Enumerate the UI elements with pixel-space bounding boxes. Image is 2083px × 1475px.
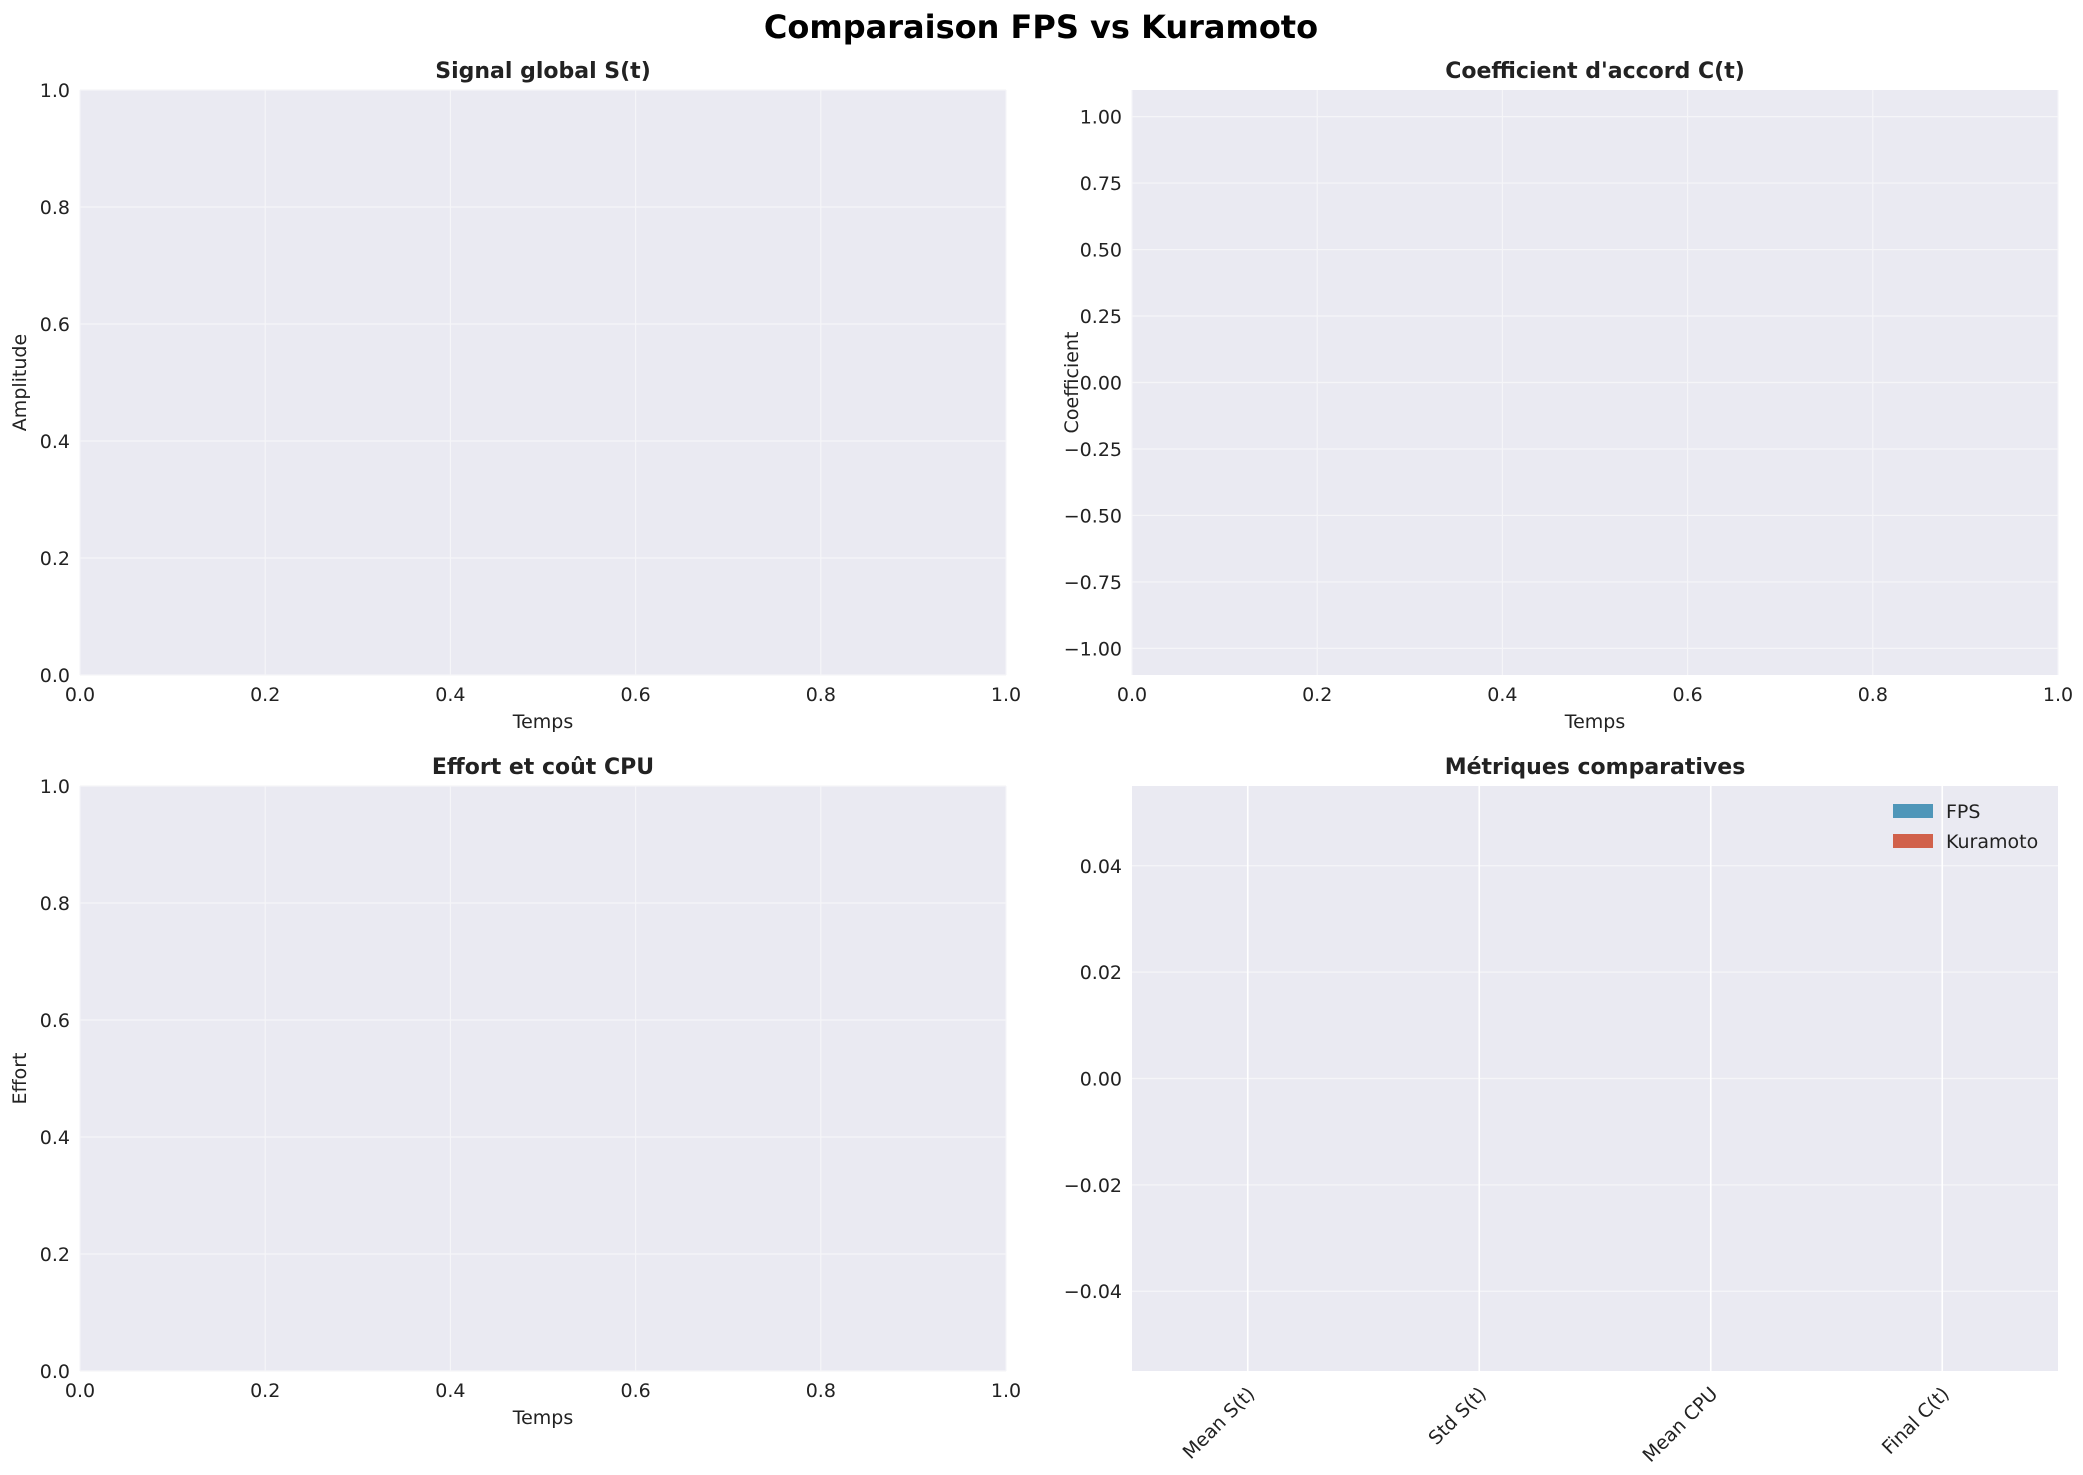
y-tick-label: 1.00 [1080,107,1122,129]
y-tick-label: 0.8 [40,197,70,219]
plot-area [80,90,1006,675]
y-tick-label: 0.0 [40,665,70,687]
y-tick-label: 0.25 [1080,306,1122,328]
y-tick-label: 0.6 [40,1010,70,1032]
y-tick-label: 0.02 [1080,962,1122,984]
y-tick-label: −1.00 [1064,638,1122,660]
x-axis-label: Temps [1564,711,1626,733]
y-tick-label: 0.2 [40,1244,70,1266]
legend-swatch-kuramoto [1893,834,1933,848]
x-tick-label: 0.0 [1117,684,1147,706]
panel-title: Coefficient d'accord C(t) [1445,59,1745,84]
x-tick-label: 0.8 [1858,684,1888,706]
y-tick-label: 0.6 [40,314,70,336]
category-label: Mean CPU [1639,1383,1723,1467]
y-tick-label: 1.0 [40,776,70,798]
y-tick-label: 0.00 [1080,373,1122,395]
category-label: Final C(t) [1878,1383,1954,1459]
x-axis-label: Temps [512,1407,574,1429]
y-tick-label: −0.75 [1064,572,1122,594]
x-tick-label: 0.4 [435,1380,465,1402]
x-tick-label: 0.6 [620,684,650,706]
panel-title: Effort et coût CPU [432,755,654,780]
x-tick-label: 1.0 [991,684,1021,706]
legend-label-kuramoto: Kuramoto [1946,831,2038,853]
y-tick-label: 0.00 [1080,1069,1122,1091]
y-tick-label: −0.02 [1064,1175,1122,1197]
panel-title: Métriques comparatives [1445,755,1746,780]
y-tick-label: 0.4 [40,1127,70,1149]
x-tick-label: 0.4 [1487,684,1517,706]
plot-area [80,786,1006,1371]
y-tick-label: 0.8 [40,893,70,915]
y-axis-label: Coefficient [1061,332,1083,434]
category-label: Mean S(t) [1179,1383,1260,1464]
y-tick-label: 0.75 [1080,173,1122,195]
x-tick-label: 0.6 [1672,684,1702,706]
figure-title: Comparaison FPS vs Kuramoto [764,8,1318,46]
panel-4: 0.04 0.02 0.00 −0.02 −0.04 Mean S(t) Std S(t) M… [1064,755,2058,1467]
y-tick-label: 0.4 [40,431,70,453]
panels: 0.0 0.2 0.4 0.6 0.8 1.0 0.0 0.2 0.4 0.6 0.8 1.0 Temp… [9,59,2073,1467]
x-tick-label: 1.0 [991,1380,1021,1402]
legend-label-fps: FPS [1946,801,1980,823]
x-axis-label: Temps [512,711,574,733]
x-tick-label: 0.2 [1302,684,1332,706]
y-axis-label: Amplitude [9,334,31,431]
y-tick-label: −0.04 [1064,1281,1122,1303]
category-label: Std S(t) [1424,1383,1490,1449]
y-tick-label: −0.25 [1064,439,1122,461]
y-tick-label: 0.50 [1080,240,1122,262]
panel-3: 0.0 0.2 0.4 0.6 0.8 1.0 0.0 0.2 0.4 0.6 0.8 1.0 Temp… [9,755,1021,1429]
y-tick-label: 0.2 [40,548,70,570]
x-tick-label: 0.6 [620,1380,650,1402]
y-axis-label: Effort [9,1053,31,1105]
legend-swatch-fps [1893,804,1933,818]
x-tick-label: 1.0 [2043,684,2073,706]
y-tick-label: 1.0 [40,80,70,102]
y-tick-label: 0.04 [1080,856,1122,878]
x-tick-label: 0.2 [250,1380,280,1402]
panel-1: 0.0 0.2 0.4 0.6 0.8 1.0 0.0 0.2 0.4 0.6 0.8 1.0 Temp… [9,59,1021,733]
x-tick-label: 0.2 [250,684,280,706]
panel-title: Signal global S(t) [435,59,651,84]
x-tick-label: 0.0 [65,684,95,706]
panel-2: 1.00 0.75 0.50 0.25 0.00 −0.25 −0.50 −0.75 −1.00… [1061,59,2073,733]
x-tick-label: 0.8 [806,684,836,706]
y-tick-label: −0.50 [1064,505,1122,527]
y-tick-label: 0.0 [40,1361,70,1383]
x-tick-label: 0.4 [435,684,465,706]
x-tick-label: 0.0 [65,1380,95,1402]
x-tick-label: 0.8 [806,1380,836,1402]
